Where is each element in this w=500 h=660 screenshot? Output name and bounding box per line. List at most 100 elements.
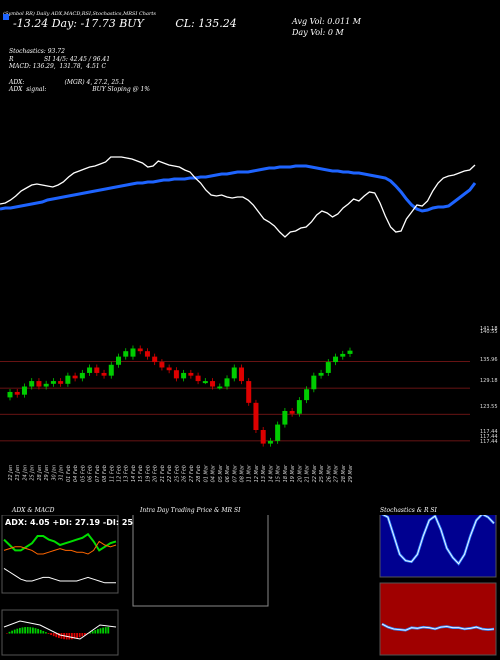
- price-change: -13.24 Day: -17.73 BUY: [13, 17, 144, 30]
- candle-body: [130, 348, 136, 357]
- candle-body: [7, 391, 13, 398]
- candle-body: [21, 386, 27, 395]
- x-tick-label: 28 Jan: [37, 465, 43, 481]
- candle-body: [340, 353, 346, 357]
- macd-bar: [55, 633, 58, 638]
- candle-body: [202, 381, 208, 384]
- macd-bar: [60, 633, 63, 639]
- candle-body: [296, 400, 302, 414]
- x-tick-label: 06 Mar: [225, 464, 231, 482]
- stochastics-value: Stochastics: 93.72: [9, 48, 65, 55]
- x-tick-label: 07 Mar: [232, 464, 238, 482]
- candle-body: [210, 381, 216, 387]
- intraday-panel-frame: [132, 515, 269, 607]
- candle-body: [144, 351, 150, 357]
- macd-bar: [50, 633, 52, 636]
- candle-body: [108, 364, 114, 376]
- candle-body: [260, 430, 266, 444]
- y-tick-label: 117.44: [480, 434, 498, 440]
- adx-signal: ADX signal: BUY Sloping @ 1%: [9, 86, 150, 93]
- candle-body: [347, 350, 353, 354]
- candle-body: [282, 410, 288, 425]
- candle-body: [159, 362, 165, 368]
- x-tick-label: 22 Mar: [312, 464, 318, 482]
- candle-body: [65, 375, 71, 384]
- rsi-panel-frame: [379, 582, 497, 656]
- x-tick-label: 18 Mar: [283, 464, 289, 482]
- x-tick-label: 30 Jan: [51, 465, 57, 481]
- x-tick-label: 14 Mar: [268, 464, 274, 482]
- x-tick-label: 04 Mar: [211, 464, 217, 482]
- candle-body: [238, 367, 244, 382]
- macd-bar: [13, 629, 16, 634]
- symbol-line: (Symbol RR) Daily ADX,MACD,RSI,Stochasti…: [3, 11, 156, 17]
- macd-bar: [32, 627, 34, 634]
- x-tick-label: 15 Feb: [138, 465, 144, 482]
- close-label: CL: 135.24: [175, 17, 237, 30]
- x-tick-label: 25 Feb: [174, 465, 180, 482]
- candle-body: [36, 381, 42, 387]
- candle-body: [289, 410, 295, 414]
- y-tick-label: 123.55: [480, 404, 498, 410]
- macd-bar: [21, 627, 24, 634]
- x-tick-label: 12 Feb: [117, 465, 123, 482]
- candle-body: [72, 375, 78, 379]
- rsi-value: R SI 14/5: 42.45 / 96.41: [9, 56, 111, 63]
- bottom-panels: ADX: 4.05 +DI: 27.19 -DI: 25.08: [1, 515, 497, 656]
- macd-bar: [84, 633, 86, 636]
- macd-bar: [52, 633, 55, 637]
- macd-bar: [6, 633, 8, 634]
- macd-bar: [39, 629, 42, 634]
- x-tick-label: 21 Mar: [305, 464, 311, 482]
- x-tick-label: 24 Jan: [22, 465, 28, 481]
- macd-bar: [19, 627, 21, 634]
- macd-bar: [76, 633, 78, 639]
- x-tick-label: 19 Mar: [290, 464, 296, 482]
- candle-body: [79, 372, 85, 379]
- x-tick-label: 04 Feb: [73, 465, 79, 482]
- macd-bar: [26, 627, 29, 634]
- y-tick-label: 140.55: [480, 329, 498, 335]
- candle-body: [50, 381, 56, 384]
- x-tick-label: 12 Mar: [254, 464, 260, 482]
- macd-bar: [104, 627, 107, 634]
- y-tick-label: 135.96: [480, 357, 498, 363]
- candle-body: [275, 424, 281, 441]
- day-volume: Day Vol: 0 M: [292, 28, 344, 37]
- x-tick-label: 13 Mar: [261, 464, 267, 482]
- macd-bar: [29, 627, 32, 634]
- adx-series-line: [3, 540, 117, 555]
- candle-body: [217, 386, 223, 389]
- macd-bar: [47, 633, 50, 634]
- avg-volume: Avg Vol: 0.011 M: [292, 17, 361, 26]
- x-tick-label: 28 Feb: [196, 465, 202, 482]
- candle-body: [29, 381, 35, 387]
- x-tick-label: 27 Feb: [189, 465, 195, 482]
- candle-body: [137, 348, 143, 352]
- intraday-title: Intra Day Trading Price & MR SI: [140, 507, 241, 514]
- candle-body: [101, 372, 107, 376]
- price-line: [0, 156, 476, 238]
- y-tick-label: 117.44: [480, 429, 498, 435]
- candle-body: [58, 381, 64, 384]
- x-tick-label: 11 Feb: [109, 465, 115, 482]
- x-tick-label: 07 Feb: [95, 465, 101, 482]
- candle-body: [173, 370, 179, 379]
- macd-bar: [42, 630, 45, 634]
- candle-body: [87, 367, 93, 373]
- x-tick-label: 01 Mar: [203, 464, 209, 482]
- x-tick-label: 20 Feb: [153, 465, 159, 482]
- candlestick-chart: 22 Jan 23 Jan 24 Jan 25 Jan 28 Jan 29 Jan 30 J…: [0, 326, 498, 482]
- x-tick-label: 20 Mar: [297, 464, 303, 482]
- x-tick-label: 08 Mar: [239, 464, 245, 482]
- macd-bar: [11, 630, 13, 634]
- candle-body: [195, 375, 201, 382]
- x-tick-label: 15 Mar: [276, 464, 282, 482]
- macd-bar: [107, 627, 110, 634]
- candle-body: [181, 372, 187, 379]
- candle-body: [231, 367, 237, 379]
- y-tick-label: 117.44: [480, 439, 498, 445]
- x-tick-label: 22 Feb: [167, 465, 173, 482]
- candle-body: [224, 378, 230, 387]
- macd-bar: [78, 633, 81, 638]
